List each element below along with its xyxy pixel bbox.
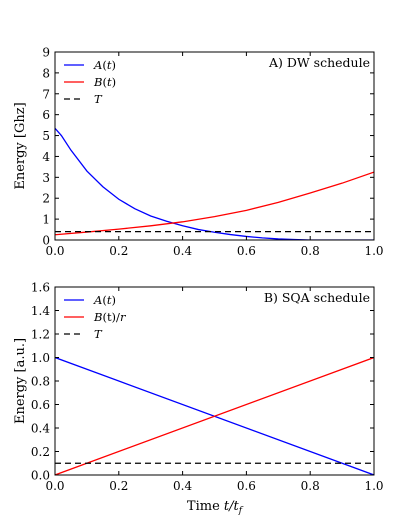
panel1-legend-2-label: T [94,92,103,106]
panel2-legend-0-label: A(t) [93,293,116,307]
panel2-ylabel: Energy [a.u.] [13,338,28,424]
panel1-ytick-label: 3 [42,171,50,185]
panel1-ytick-label: 8 [42,66,50,80]
panel2-xtick-label: 0.6 [237,479,256,493]
panel1-legend-1-label: B(t) [93,75,116,89]
panel2-xtick-label: 0.2 [109,479,128,493]
panel1-xtick-label: 0.8 [301,244,320,258]
panel1-ytick-label: 6 [42,108,50,122]
panel1-title: A) DW schedule [268,55,370,70]
panel2-ytick-label: 1.0 [31,351,50,365]
panel1-ytick-label: 2 [42,192,50,206]
panel2-xlabel: Time t/tf [187,499,244,516]
panel2-legend-1-label: B(t)/r [93,310,127,324]
panel1-xtick-label: 1.0 [364,244,383,258]
panel1-xtick-label: 0.4 [173,244,192,258]
panel1-ytick-label: 0 [42,234,50,248]
panel2-xtick-label: 0.4 [173,479,192,493]
panel1-ylabel: Energy [Ghz] [13,102,28,189]
panel1-ytick-label: 5 [42,129,50,143]
panel2-ytick-label: 0.8 [31,375,50,389]
panel2-ytick-label: 1.2 [31,328,50,342]
panel2-ytick-label: 0.4 [31,422,50,436]
panel1-ytick-label: 1 [42,213,50,227]
panel1-axes-frame [54,51,375,241]
panel2-ytick-label: 0.0 [31,469,50,483]
panel2-ytick-label: 1.6 [31,281,50,295]
panel2-xtick-label: 0.0 [45,479,64,493]
panel2-legend-2-label: T [94,327,103,341]
panel1-xtick-label: 0.6 [237,244,256,258]
panel2-title: B) SQA schedule [264,290,370,305]
panel1-series-1-line [55,171,374,236]
panel2: 0.0 0.2 0.4 0.6 0.8 1.0 0.0 0.2 0.4 0.6 0.8 1.0 1.2 1… [13,281,384,517]
panel2-ytick-label: 0.6 [31,398,50,412]
panel1-series-0-line [55,127,374,240]
panel1: 0.0 0.2 0.4 0.6 0.8 1.0 0 1 2 3 4 5 6 7 8 9 Energy [Ghz]… [13,46,384,259]
panel2-ytick-label: 0.2 [31,445,50,459]
panel2-xtick-label: 0.8 [301,479,320,493]
panel1-ytick-label: 9 [42,46,50,60]
panel1-ytick-label: 4 [42,150,50,164]
panel1-ytick-label: 7 [42,87,50,101]
panel2-ytick-label: 1.4 [31,304,50,318]
panel2-xtick-label: 1.0 [364,479,383,493]
panel1-xtick-label: 0.0 [45,244,64,258]
panel1-xtick-label: 0.2 [109,244,128,258]
panel2-series-1-line [55,356,374,475]
panel1-legend-0-label: A(t) [93,58,116,72]
